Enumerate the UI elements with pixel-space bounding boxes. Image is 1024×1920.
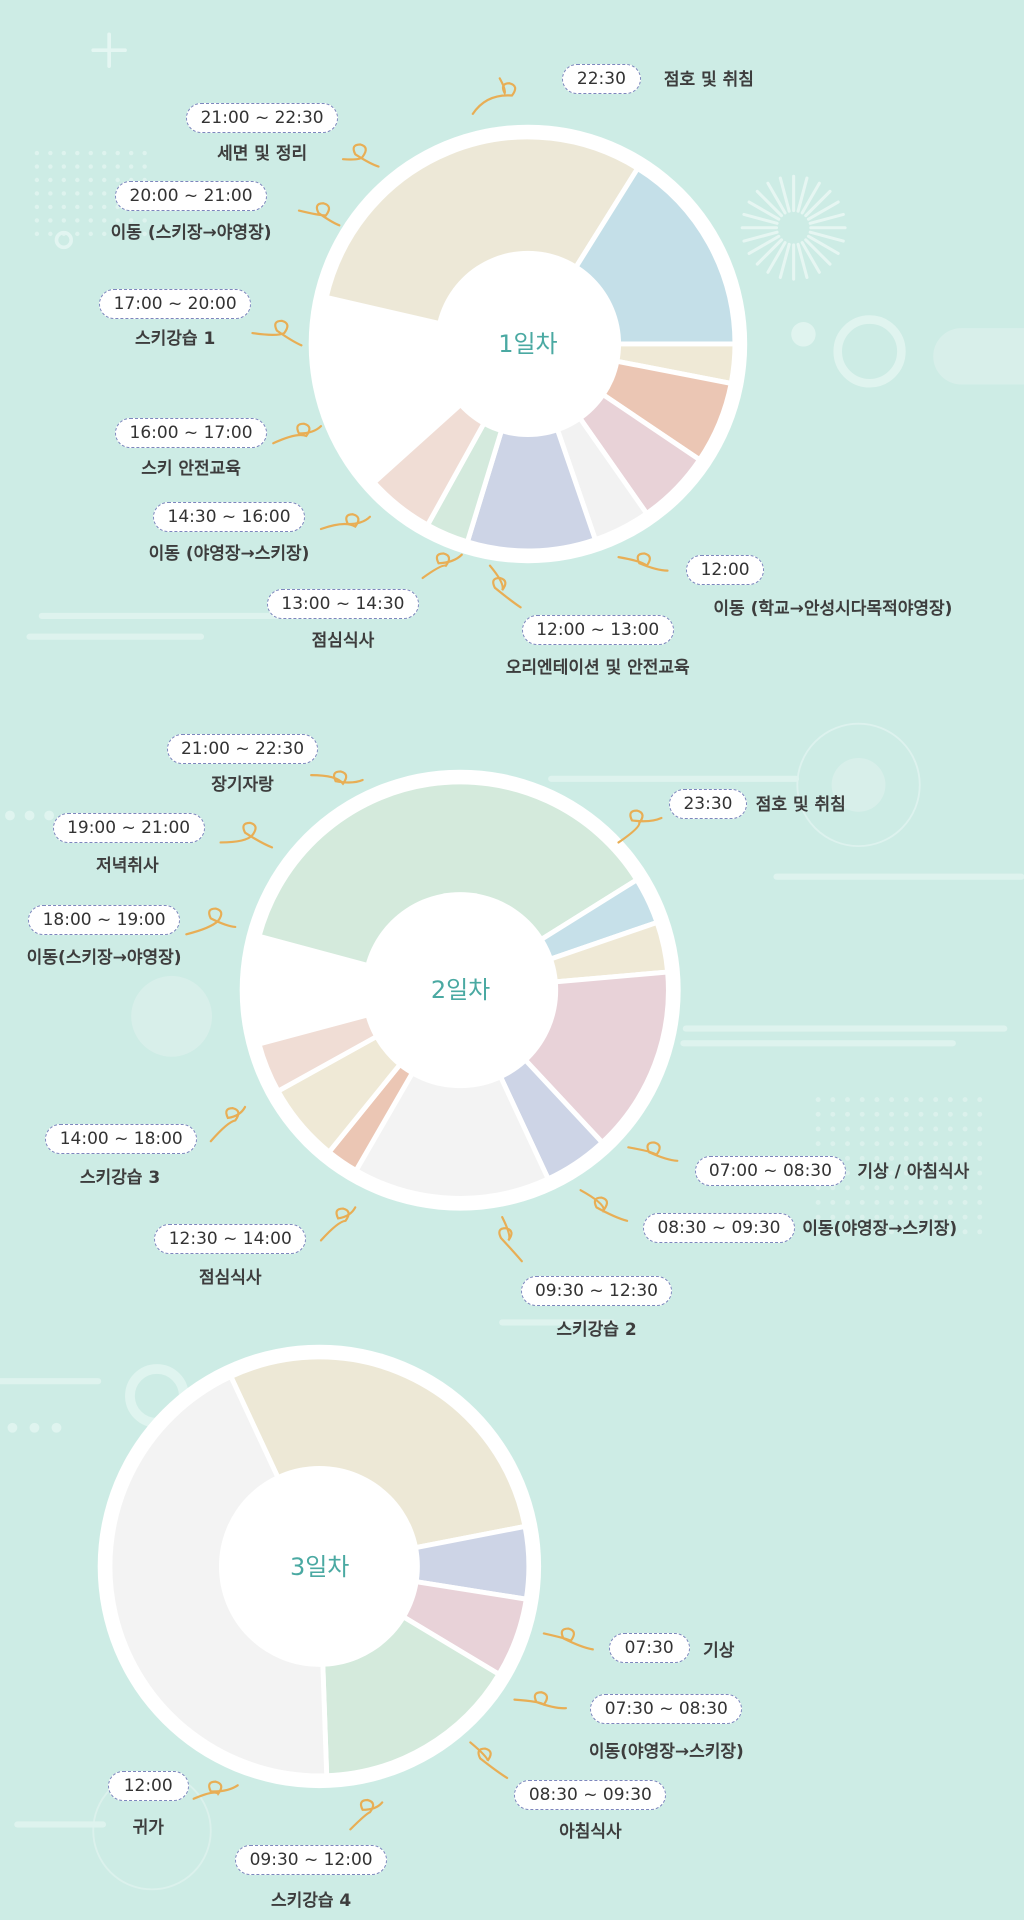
activity-label: 저녁취사 <box>96 855 159 876</box>
activity-label: 스키 안전교육 <box>141 459 241 480</box>
connector-line <box>488 564 522 609</box>
activity-label: 이동 (스키장→야영장) <box>110 222 272 243</box>
time-pill: 09:30 ~ 12:00 <box>235 1844 388 1875</box>
activity-label: 스키강습 3 <box>79 1168 161 1189</box>
donut-segment <box>525 341 734 463</box>
activity-label: 귀가 <box>132 1817 164 1838</box>
donut-segment <box>525 341 702 517</box>
donut-segment <box>464 341 598 554</box>
connector-line <box>185 907 237 936</box>
time-pill: 21:00 ~ 22:30 <box>166 733 319 764</box>
time-pill: 12:30 ~ 14:00 <box>154 1223 307 1254</box>
time-pill: 12:00 <box>685 554 765 585</box>
activity-label: 스키강습 1 <box>135 329 216 350</box>
time-pill: 19:00 ~ 21:00 <box>52 813 205 844</box>
day-title: 1일차 <box>498 330 558 359</box>
connector-line <box>498 1216 523 1263</box>
connector-line <box>192 1780 239 1800</box>
time-pill: 08:30 ~ 09:30 <box>514 1779 667 1810</box>
connector-line <box>209 1105 247 1143</box>
connector-line <box>579 1189 629 1222</box>
time-pill: 20:00 ~ 21:00 <box>115 181 267 212</box>
time-pill: 09:30 ~ 12:30 <box>520 1276 673 1307</box>
activity-label: 세면 및 정리 <box>217 144 308 165</box>
donut-segment <box>353 987 551 1201</box>
donut-segment <box>425 341 531 545</box>
activity-label: 스키강습 4 <box>270 1891 352 1911</box>
connector-line <box>617 809 663 844</box>
donut-segment <box>327 987 463 1173</box>
donut-segment <box>256 779 640 993</box>
time-pill: 18:00 ~ 19:00 <box>28 905 181 936</box>
time-pill: 17:00 ~ 20:00 <box>99 289 252 320</box>
donut-segment <box>371 341 531 528</box>
time-pill: 22:30 <box>562 63 641 94</box>
time-pill: 23:30 <box>668 788 748 819</box>
connector-line <box>421 552 463 580</box>
activity-label: 이동(야영장→스키장) <box>588 1741 744 1762</box>
donut-segment <box>317 1564 530 1677</box>
time-pill: 12:00 <box>107 1771 189 1802</box>
time-pill: 07:30 <box>608 1632 690 1663</box>
activity-label: 기상 <box>703 1641 735 1662</box>
time-pill: 07:30 ~ 08:30 <box>590 1694 743 1724</box>
activity-label: 기상 / 아침식사 <box>857 1162 970 1183</box>
activity-label: 점심식사 <box>198 1267 262 1288</box>
connector-line <box>219 821 274 849</box>
connector-line <box>319 1206 357 1242</box>
donut-segment <box>525 166 738 347</box>
activity-label: 점심식사 <box>311 630 375 651</box>
donut-segment <box>256 987 463 1094</box>
activity-label: 장기자랑 <box>211 775 274 796</box>
time-pill: 16:00 ~ 17:00 <box>115 417 267 448</box>
donut-segment <box>317 1564 502 1779</box>
activity-label: 이동(스키장→야영장) <box>26 947 182 968</box>
activity-label: 스키강습 2 <box>556 1320 637 1341</box>
connector-line <box>513 1691 567 1710</box>
donut-segment <box>525 341 650 543</box>
time-pill: 21:00 ~ 22:30 <box>186 102 339 133</box>
activity-label: 이동 (학교→안성시다목적야영장) <box>713 598 953 619</box>
activity-label: 점호 및 취침 <box>663 69 754 90</box>
activity-label: 점호 및 취침 <box>755 794 846 815</box>
time-pill: 14:30 ~ 16:00 <box>153 502 305 533</box>
connector-line <box>319 513 372 531</box>
activity-label: 오리엔테이션 및 안전교육 <box>505 657 690 678</box>
activity-label: 아침식사 <box>559 1822 622 1843</box>
connector-line <box>542 1627 594 1651</box>
connector-line <box>349 1798 384 1831</box>
time-pill: 13:00 ~ 14:30 <box>267 589 419 620</box>
donut-segment <box>323 134 641 347</box>
day-title: 2일차 <box>430 975 491 1004</box>
donut-segment <box>458 987 606 1181</box>
connector-line <box>617 552 669 572</box>
time-pill: 14:00 ~ 18:00 <box>45 1124 198 1155</box>
connector-line <box>272 422 323 445</box>
donut-segment <box>458 876 660 993</box>
connector-line <box>627 1141 679 1162</box>
time-pill: 08:30 ~ 09:30 <box>643 1212 795 1243</box>
donut-segment <box>228 1354 528 1570</box>
activity-label: 이동(야영장→스키장) <box>802 1218 958 1239</box>
day-title: 3일차 <box>289 1552 350 1581</box>
donut-segment <box>275 987 463 1154</box>
connector-line <box>471 77 517 115</box>
time-pill: 12:00 ~ 13:00 <box>521 614 674 645</box>
activity-label: 이동 (야영장→스키장) <box>148 543 310 564</box>
time-pill: 07:00 ~ 08:30 <box>694 1156 847 1187</box>
